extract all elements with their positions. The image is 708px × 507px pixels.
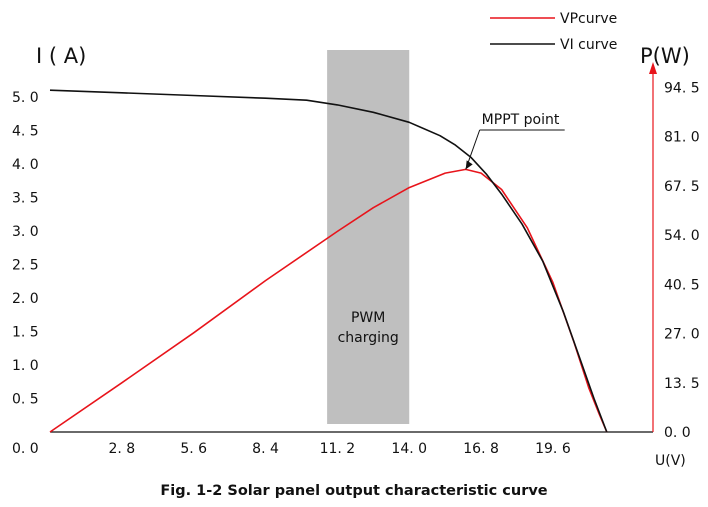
series-line bbox=[49, 89, 608, 433]
left-tick-label: 2. 0 bbox=[12, 291, 39, 307]
right-tick-label: 40. 5 bbox=[664, 277, 700, 293]
mppt-arrow-icon bbox=[465, 160, 473, 170]
x-tick-label: 16. 8 bbox=[463, 441, 499, 457]
mppt-point-label: MPPT point bbox=[482, 112, 560, 128]
x-tick-label: 2. 8 bbox=[108, 441, 135, 457]
right-axis-title: P(W) bbox=[640, 44, 690, 68]
left-tick-label: 1. 5 bbox=[12, 324, 39, 340]
left-tick-label: 3. 5 bbox=[12, 190, 39, 206]
right-tick-label: 94. 5 bbox=[664, 80, 700, 96]
x-axis-title: U(V) bbox=[655, 453, 686, 469]
x-tick-labels: 2. 8 5. 6 8. 4 11. 2 14. 0 16. 8 19. 6 bbox=[108, 441, 570, 457]
left-tick-label: 3. 0 bbox=[12, 224, 39, 240]
right-tick-label: 81. 0 bbox=[664, 130, 700, 146]
left-axis-title: I ( A) bbox=[36, 44, 86, 68]
x-tick-label: 8. 4 bbox=[252, 441, 279, 457]
legend-label: VI curve bbox=[560, 37, 617, 53]
figure-caption: Fig. 1-2 Solar panel output characterist… bbox=[160, 483, 547, 499]
left-tick-label: 5. 0 bbox=[12, 90, 39, 106]
left-tick-labels: 0. 0 0. 5 1. 0 1. 5 2. 0 2. 5 3. 0 3. 5 4. 0 4. 5… bbox=[12, 90, 39, 457]
pwm-label-line1: PWM bbox=[351, 310, 385, 326]
left-tick-label: 4. 0 bbox=[12, 157, 39, 173]
left-tick-label: 2. 5 bbox=[12, 257, 39, 273]
right-tick-label: 54. 0 bbox=[664, 228, 700, 244]
left-tick-label: 0. 5 bbox=[12, 391, 39, 407]
x-tick-label: 11. 2 bbox=[320, 441, 356, 457]
right-tick-labels: 0. 0 13. 5 27. 0 40. 5 54. 0 67. 5 81. 0 94. 5 bbox=[664, 80, 700, 441]
chart-legend: VPcurve VI curve bbox=[490, 11, 617, 53]
left-tick-label: 1. 0 bbox=[12, 358, 39, 374]
left-tick-label: 0. 0 bbox=[12, 441, 39, 457]
right-axis-arrow-icon bbox=[649, 62, 657, 74]
legend-label: VPcurve bbox=[560, 11, 617, 27]
right-tick-label: 27. 0 bbox=[664, 327, 700, 343]
right-tick-label: 13. 5 bbox=[664, 376, 700, 392]
pwm-label-line2: charging bbox=[338, 330, 399, 346]
x-tick-label: 19. 6 bbox=[535, 441, 571, 457]
right-tick-label: 0. 0 bbox=[664, 425, 691, 441]
pwm-charging-region bbox=[327, 50, 410, 424]
right-tick-label: 67. 5 bbox=[664, 179, 700, 195]
x-tick-label: 14. 0 bbox=[391, 441, 427, 457]
left-tick-label: 4. 5 bbox=[12, 123, 39, 139]
x-tick-label: 5. 6 bbox=[180, 441, 207, 457]
